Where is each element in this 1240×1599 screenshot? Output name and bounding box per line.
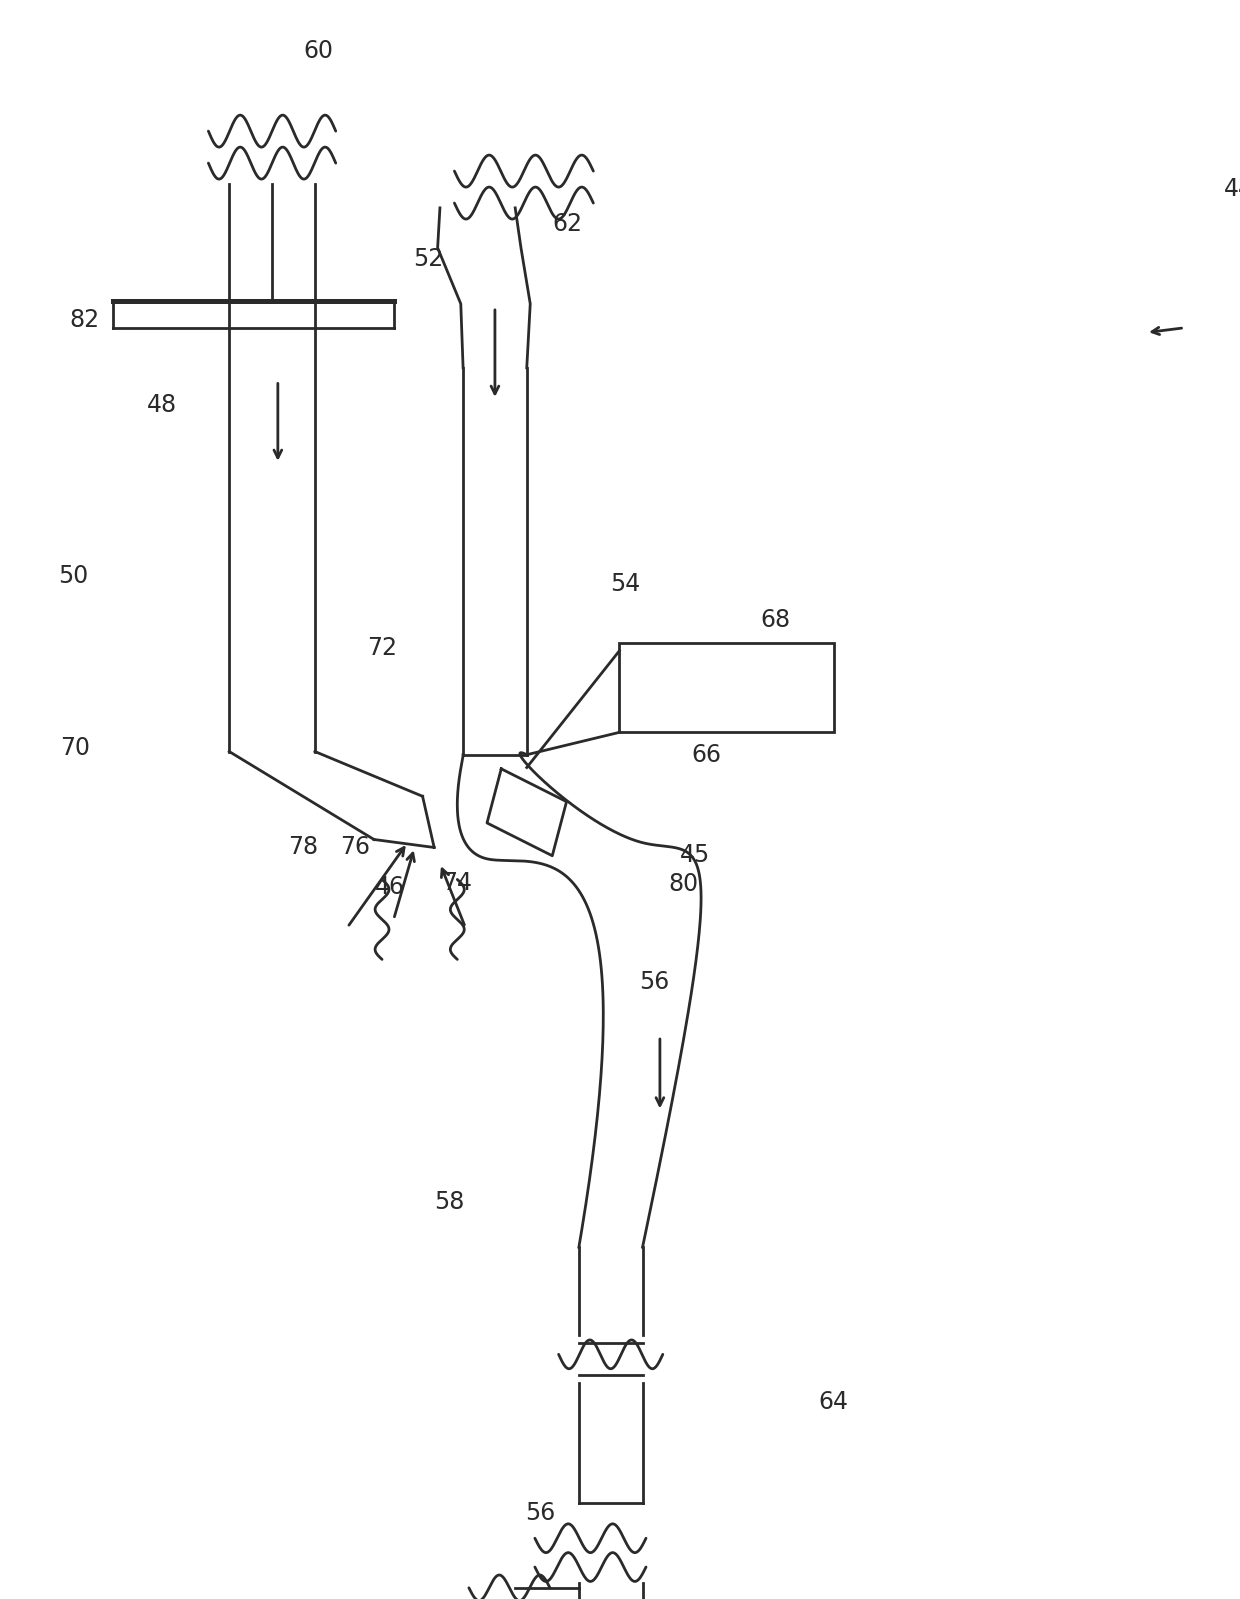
Text: 78: 78 — [288, 835, 319, 860]
Text: 56: 56 — [526, 1500, 556, 1525]
Text: 74: 74 — [443, 870, 472, 895]
Text: 58: 58 — [434, 1190, 465, 1215]
Text: 56: 56 — [639, 969, 670, 995]
Text: 62: 62 — [552, 211, 583, 237]
Text: 80: 80 — [668, 871, 698, 897]
Text: 44: 44 — [1224, 176, 1240, 201]
Text: 72: 72 — [367, 635, 397, 660]
Text: 48: 48 — [148, 392, 177, 417]
Text: 52: 52 — [413, 246, 444, 272]
Bar — [620, 643, 833, 732]
Text: 70: 70 — [61, 736, 91, 761]
Text: 46: 46 — [376, 875, 405, 900]
Text: 45: 45 — [680, 843, 709, 868]
Text: 54: 54 — [610, 571, 640, 596]
Text: 82: 82 — [69, 307, 99, 333]
Text: 76: 76 — [341, 835, 371, 860]
Text: 64: 64 — [818, 1390, 848, 1415]
Text: 60: 60 — [304, 38, 334, 64]
Text: 66: 66 — [691, 742, 722, 768]
Text: 68: 68 — [760, 608, 791, 633]
Text: 50: 50 — [58, 563, 88, 588]
